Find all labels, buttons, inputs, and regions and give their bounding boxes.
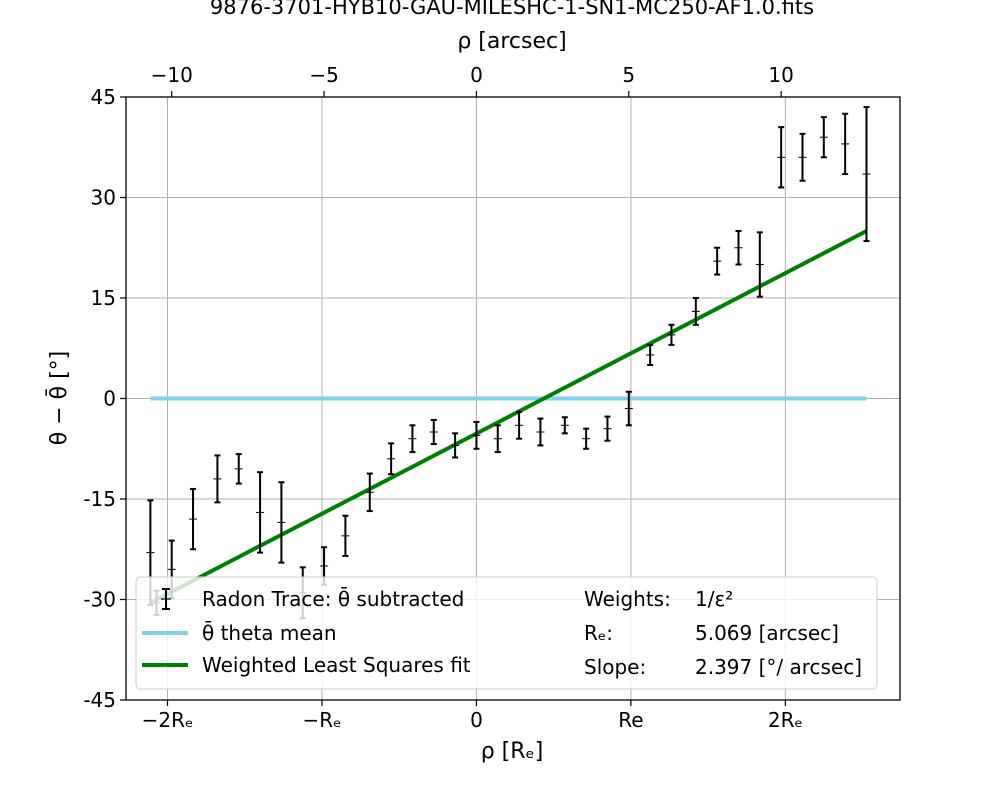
data-point-30 bbox=[777, 126, 786, 189]
data-point-15 bbox=[451, 432, 460, 459]
bottom-x-tick-label-2: 0 bbox=[470, 708, 483, 732]
data-point-25 bbox=[667, 323, 676, 346]
legend-weights-key: Weights: bbox=[584, 587, 671, 611]
y-tick-label-5: -30 bbox=[83, 588, 116, 612]
top-x-tick-label-4: 10 bbox=[768, 63, 793, 87]
data-point-18 bbox=[515, 410, 524, 440]
data-point-16 bbox=[472, 420, 481, 450]
data-point-5 bbox=[234, 453, 243, 485]
y-axis-ticks: 45 30 15 0 -15 -30 -45 bbox=[83, 85, 126, 712]
data-point-22 bbox=[603, 415, 612, 442]
y-tick-label-4: -15 bbox=[83, 487, 116, 511]
data-point-27 bbox=[713, 246, 722, 276]
legend-weights-value: 1/ε² bbox=[695, 587, 733, 611]
legend-label-wls-fit: Weighted Least Squares fit bbox=[202, 653, 471, 677]
fit-lines bbox=[149, 229, 868, 605]
top-x-tick-label-2: 0 bbox=[470, 63, 483, 87]
data-point-17 bbox=[493, 424, 502, 454]
legend-slope-key: Slope: bbox=[584, 655, 646, 679]
top-x-tick-label-1: −5 bbox=[309, 63, 338, 87]
data-point-3 bbox=[189, 487, 198, 551]
bottom-x-axis-ticks: −2Rₑ −Rₑ 0 Re 2Rₑ bbox=[142, 700, 803, 732]
legend-box bbox=[135, 576, 878, 690]
top-x-axis-ticks: −10 −5 0 5 10 bbox=[151, 63, 794, 97]
data-point-6 bbox=[256, 471, 265, 554]
data-point-12 bbox=[387, 442, 396, 476]
top-x-axis-label: ρ [arcsec] bbox=[457, 29, 566, 54]
data-point-13 bbox=[408, 424, 417, 454]
data-points bbox=[146, 106, 871, 620]
top-x-tick-label-3: 5 bbox=[622, 63, 635, 87]
bottom-x-tick-label-4: 2Rₑ bbox=[768, 708, 803, 732]
chart-title: 9876-3701-HYB10-GAU-MILESHC-1-SN1-MC250-… bbox=[210, 0, 814, 19]
data-point-7 bbox=[277, 481, 286, 564]
data-point-14 bbox=[429, 418, 438, 446]
data-point-33 bbox=[841, 112, 850, 176]
y-tick-label-6: -45 bbox=[83, 688, 116, 712]
legend-label-theta-mean: θ̄ theta mean bbox=[202, 620, 337, 645]
series-line-2 bbox=[149, 229, 868, 605]
data-point-24 bbox=[646, 343, 655, 366]
data-point-10 bbox=[341, 514, 350, 557]
data-point-26 bbox=[691, 297, 700, 326]
data-point-11 bbox=[365, 472, 374, 513]
legend-slope-value: 2.397 [°/ arcsec] bbox=[695, 655, 862, 679]
data-point-31 bbox=[798, 132, 807, 182]
top-x-tick-label-0: −10 bbox=[151, 63, 193, 87]
data-point-21 bbox=[582, 427, 591, 450]
bottom-x-tick-label-1: −Rₑ bbox=[302, 708, 341, 732]
data-point-4 bbox=[213, 454, 222, 504]
y-tick-label-3: 0 bbox=[103, 387, 116, 411]
data-point-19 bbox=[536, 417, 545, 447]
y-tick-label-0: 45 bbox=[91, 85, 116, 109]
data-point-20 bbox=[560, 416, 569, 435]
legend-re-value: 5.069 [arcsec] bbox=[695, 621, 839, 645]
y-axis-label: θ − θ̄ [°] bbox=[46, 351, 72, 446]
data-point-23 bbox=[624, 390, 633, 427]
bottom-x-tick-label-0: −2Rₑ bbox=[142, 708, 194, 732]
y-tick-label-2: 15 bbox=[91, 286, 116, 310]
legend-marker-radon-trace bbox=[161, 588, 171, 610]
y-tick-label-1: 30 bbox=[91, 186, 116, 210]
legend-re-key: Rₑ: bbox=[584, 621, 613, 645]
data-point-32 bbox=[819, 116, 828, 159]
bottom-x-tick-label-3: Re bbox=[618, 708, 643, 732]
x-axis-label: ρ [Rₑ] bbox=[481, 739, 544, 764]
data-point-29 bbox=[755, 231, 764, 298]
data-point-28 bbox=[734, 230, 743, 266]
legend: Radon Trace: θ̄ subtracted θ̄ theta mean… bbox=[135, 576, 878, 690]
legend-label-radon-trace: Radon Trace: θ̄ subtracted bbox=[202, 586, 464, 611]
data-point-34 bbox=[862, 106, 871, 243]
